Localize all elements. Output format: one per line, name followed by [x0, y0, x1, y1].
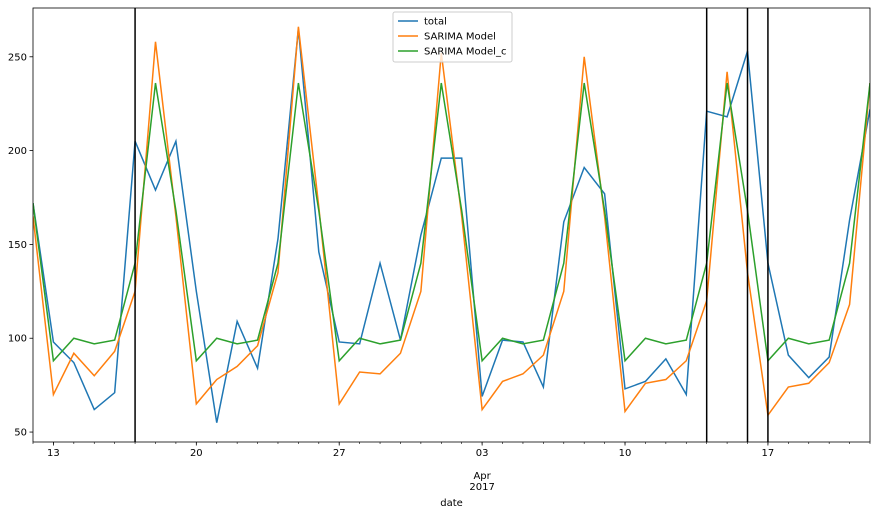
legend-label: SARIMA Model_c — [424, 47, 506, 58]
x-axis-label: date — [440, 498, 463, 509]
legend-label: total — [424, 17, 447, 28]
x-tick-label: 20 — [190, 448, 203, 459]
x-period-label: 2017 — [469, 482, 494, 493]
y-tick-label: 150 — [8, 240, 27, 251]
y-tick-label: 250 — [8, 52, 27, 63]
x-tick-label: 10 — [619, 448, 632, 459]
y-tick-label: 100 — [8, 334, 27, 345]
y-tick-label: 50 — [14, 428, 27, 439]
axes-frame — [32, 7, 871, 443]
x-tick-label: 13 — [47, 448, 60, 459]
x-period-label: Apr — [473, 471, 491, 482]
x-tick-label: 27 — [333, 448, 346, 459]
legend-box — [392, 11, 513, 63]
series-group — [33, 26, 870, 423]
legend-label: SARIMA Model — [424, 32, 496, 43]
x-tick-label: 17 — [762, 448, 775, 459]
y-tick-label: 200 — [8, 146, 27, 157]
line-series — [33, 82, 870, 363]
x-tick-label: 03 — [476, 448, 489, 459]
